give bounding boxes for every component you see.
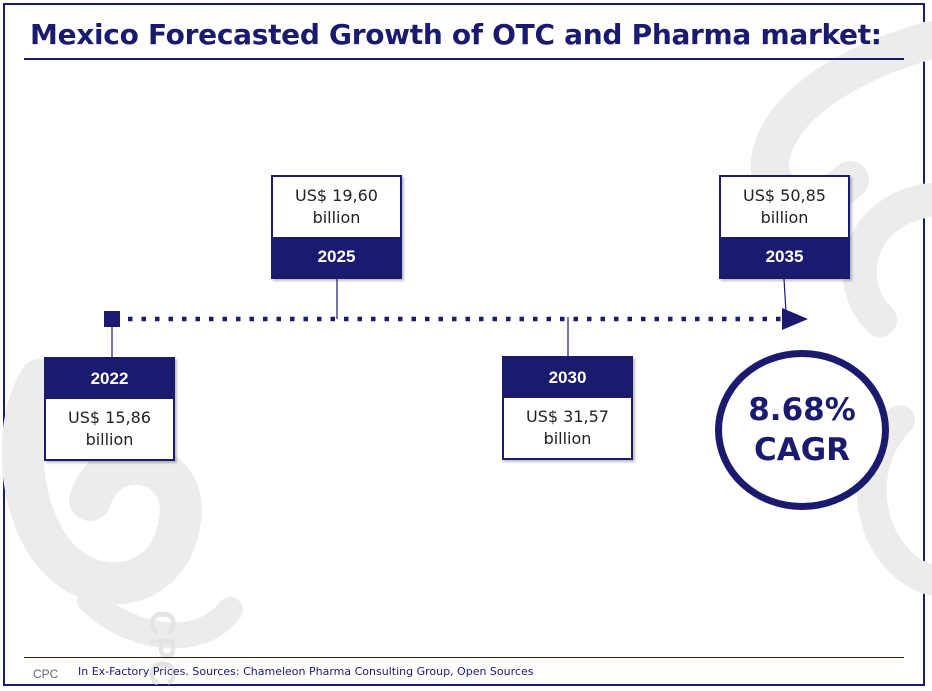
footer-divider (24, 657, 904, 658)
value-unit: billion (760, 208, 809, 227)
market-value: US$ 19,60 billion (273, 177, 400, 237)
timeline-box-2022: 2022 US$ 15,86 billion (44, 357, 175, 461)
value-amount: US$ 15,86 (68, 408, 151, 427)
connector-2035 (783, 278, 787, 313)
value-unit: billion (543, 429, 592, 448)
timeline-box-2025: US$ 19,60 billion 2025 (271, 175, 402, 279)
market-value: US$ 15,86 billion (46, 399, 173, 459)
timeline-arrow-head (782, 308, 808, 330)
footer-logo: CPC (33, 667, 59, 681)
watermark-text: CPC (142, 610, 183, 686)
cagr-value: 8.68% (748, 392, 856, 428)
value-unit: billion (312, 208, 361, 227)
timeline-start-marker (104, 311, 120, 327)
year-label: 2035 (721, 237, 848, 277)
value-amount: US$ 19,60 (295, 186, 378, 205)
value-amount: US$ 50,85 (743, 186, 826, 205)
year-label: 2030 (504, 358, 631, 398)
cagr-badge: 8.68% CAGR (715, 350, 889, 510)
year-label: 2025 (273, 237, 400, 277)
market-value: US$ 31,57 billion (504, 398, 631, 458)
slide-frame (3, 3, 925, 686)
title-divider (24, 58, 904, 60)
timeline-box-2030: 2030 US$ 31,57 billion (502, 356, 633, 460)
page-title: Mexico Forecasted Growth of OTC and Phar… (30, 18, 882, 51)
market-value: US$ 50,85 billion (721, 177, 848, 237)
value-unit: billion (85, 430, 134, 449)
cagr-label: CAGR (753, 432, 851, 468)
footer-source-note: In Ex-Factory Prices. Sources: Chameleon… (78, 665, 534, 678)
value-amount: US$ 31,57 (526, 407, 609, 426)
year-label: 2022 (46, 359, 173, 399)
timeline-box-2035: US$ 50,85 billion 2035 (719, 175, 850, 279)
